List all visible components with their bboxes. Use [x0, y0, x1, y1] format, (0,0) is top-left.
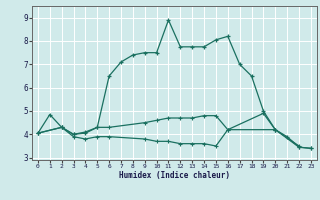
X-axis label: Humidex (Indice chaleur): Humidex (Indice chaleur) [119, 171, 230, 180]
